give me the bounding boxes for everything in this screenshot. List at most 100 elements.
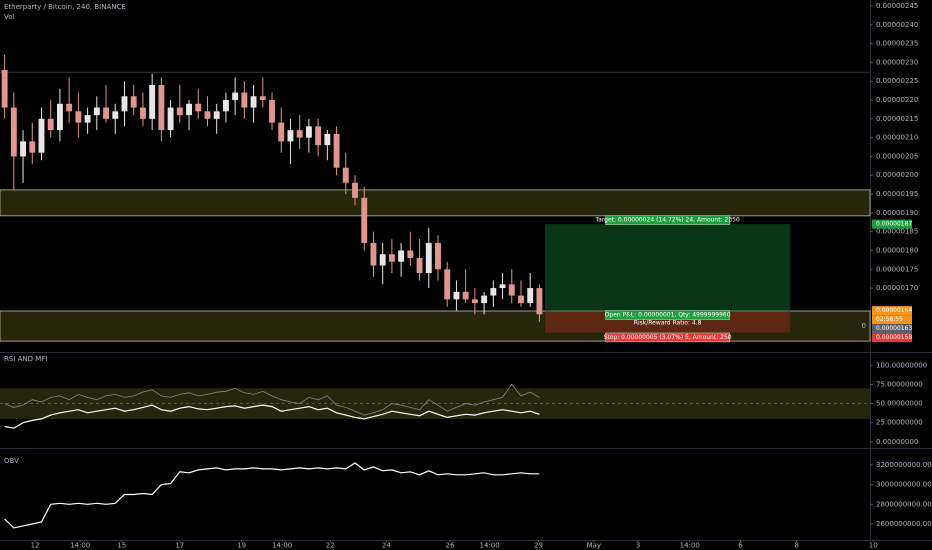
candle-body bbox=[333, 133, 340, 168]
x-tick-label: 26 bbox=[446, 542, 455, 550]
candle-body bbox=[342, 167, 349, 183]
candle-body bbox=[112, 111, 119, 119]
candle-body bbox=[462, 291, 469, 300]
stop-label: Stop: 0.00000005 (3.07%) 5, Amount: 250 bbox=[604, 334, 732, 341]
price-label-box bbox=[872, 315, 912, 325]
candle-body bbox=[259, 96, 266, 101]
price-label: 0.00000164 bbox=[876, 307, 912, 314]
x-tick-label: 14:00 bbox=[70, 542, 90, 550]
candle-body bbox=[425, 242, 432, 274]
y-tick-label: 0.00000185 bbox=[876, 228, 918, 236]
candle-body bbox=[241, 92, 248, 108]
candle-body bbox=[139, 107, 146, 119]
y-tick-label: 0.00000220 bbox=[876, 96, 918, 104]
y-tick-label: 100.00000000 bbox=[876, 361, 927, 369]
y-tick-label: 0.00000225 bbox=[876, 77, 918, 85]
candle-body bbox=[75, 111, 82, 123]
indicator-line bbox=[4, 462, 540, 529]
price-label: 0.00000163 bbox=[876, 325, 912, 332]
y-tick-label: 2600000000.0000 bbox=[876, 520, 932, 528]
candle-body bbox=[388, 254, 395, 262]
y-tick-label: 0.00000195 bbox=[876, 190, 918, 198]
candle-body bbox=[29, 141, 36, 153]
candle-body bbox=[66, 103, 73, 112]
candle-body bbox=[435, 242, 441, 270]
price-label-box bbox=[872, 306, 912, 316]
target-zone bbox=[544, 224, 791, 312]
x-tick-label: 6 bbox=[738, 542, 743, 550]
zone bbox=[0, 189, 871, 217]
indicator-title: RSI AND MFI bbox=[4, 355, 47, 363]
chart-title: Etherparty / Bitcoin, 240, BINANCE bbox=[4, 3, 126, 11]
candle-body bbox=[315, 126, 322, 146]
y-tick-label: 2800000000.0000 bbox=[876, 500, 932, 508]
y-tick-label: 3000000000.0000 bbox=[876, 481, 932, 489]
ratio-label: Risk/Reward Ratio: 4.8 bbox=[634, 320, 702, 327]
y-tick-label: 0.00000190 bbox=[876, 209, 918, 217]
open-label-box bbox=[605, 310, 730, 320]
candle-body bbox=[416, 257, 423, 274]
candle-body bbox=[84, 115, 91, 123]
x-tick-label: 15 bbox=[117, 542, 126, 550]
y-tick-label: 0.00000245 bbox=[876, 2, 918, 10]
candle-body bbox=[1, 69, 8, 108]
candle-body bbox=[379, 254, 386, 266]
candle-body bbox=[269, 100, 275, 123]
volume-label: Vol bbox=[4, 13, 15, 21]
candle-body bbox=[305, 126, 312, 138]
candle-body bbox=[398, 250, 405, 262]
candle-body bbox=[186, 103, 192, 116]
x-tick-label: May bbox=[587, 542, 601, 550]
y-tick-label: 0.00000240 bbox=[876, 21, 918, 29]
candle-body bbox=[232, 92, 239, 101]
candle-body bbox=[213, 111, 220, 119]
price-label: 02:56:55 bbox=[876, 316, 903, 323]
y-tick-label: 0.00000180 bbox=[876, 246, 918, 254]
candle-body bbox=[222, 100, 229, 112]
indicator-title: OBV bbox=[4, 457, 19, 465]
candle-body bbox=[20, 141, 27, 157]
x-tick-label: 14:00 bbox=[480, 542, 500, 550]
candle-body bbox=[518, 295, 524, 304]
candle-body bbox=[204, 111, 211, 119]
candle-body bbox=[149, 84, 156, 119]
target-label: Target: 0.00000024 (14.72%) 24, Amount: … bbox=[594, 217, 740, 224]
candle-body bbox=[296, 130, 303, 138]
candle-body bbox=[103, 107, 109, 119]
indicator-line bbox=[4, 383, 540, 416]
candle-body bbox=[250, 96, 257, 108]
candle-body bbox=[287, 130, 294, 142]
x-tick-label: 19 bbox=[237, 542, 246, 550]
x-tick-label: 12 bbox=[31, 542, 40, 550]
candle-body bbox=[352, 182, 358, 198]
y-tick-label: 0.00000235 bbox=[876, 40, 918, 48]
candle-body bbox=[167, 107, 174, 131]
y-tick-label: 0.00000205 bbox=[876, 152, 918, 160]
candle-body bbox=[176, 107, 183, 116]
price-label-box bbox=[872, 333, 912, 343]
x-tick-label: 8 bbox=[794, 542, 798, 550]
x-tick-label: 17 bbox=[175, 542, 184, 550]
x-tick-label: 3 bbox=[636, 542, 640, 550]
candle-body bbox=[471, 299, 478, 304]
y-tick-label: 0.00000200 bbox=[876, 171, 918, 179]
candle-body bbox=[453, 291, 460, 300]
x-tick-label: 24 bbox=[382, 542, 391, 550]
price-label-box bbox=[872, 219, 912, 229]
candle-body bbox=[195, 103, 202, 112]
price-label: 0.00000187 bbox=[876, 221, 912, 228]
candle-body bbox=[508, 284, 515, 296]
y-tick-label: 50.00000000 bbox=[876, 400, 923, 408]
candle-body bbox=[527, 288, 534, 304]
y-tick-label: 25.00000000 bbox=[876, 419, 923, 427]
y-tick-label: 0.00000215 bbox=[876, 115, 918, 123]
y-tick-label: 0.00000000 bbox=[876, 438, 918, 446]
y-tick-label: 75.00000000 bbox=[876, 380, 923, 388]
candle-body bbox=[407, 250, 414, 258]
candle-body bbox=[490, 288, 497, 296]
candle-body bbox=[121, 96, 128, 112]
candle-body bbox=[38, 118, 45, 153]
candle-body bbox=[158, 84, 165, 131]
